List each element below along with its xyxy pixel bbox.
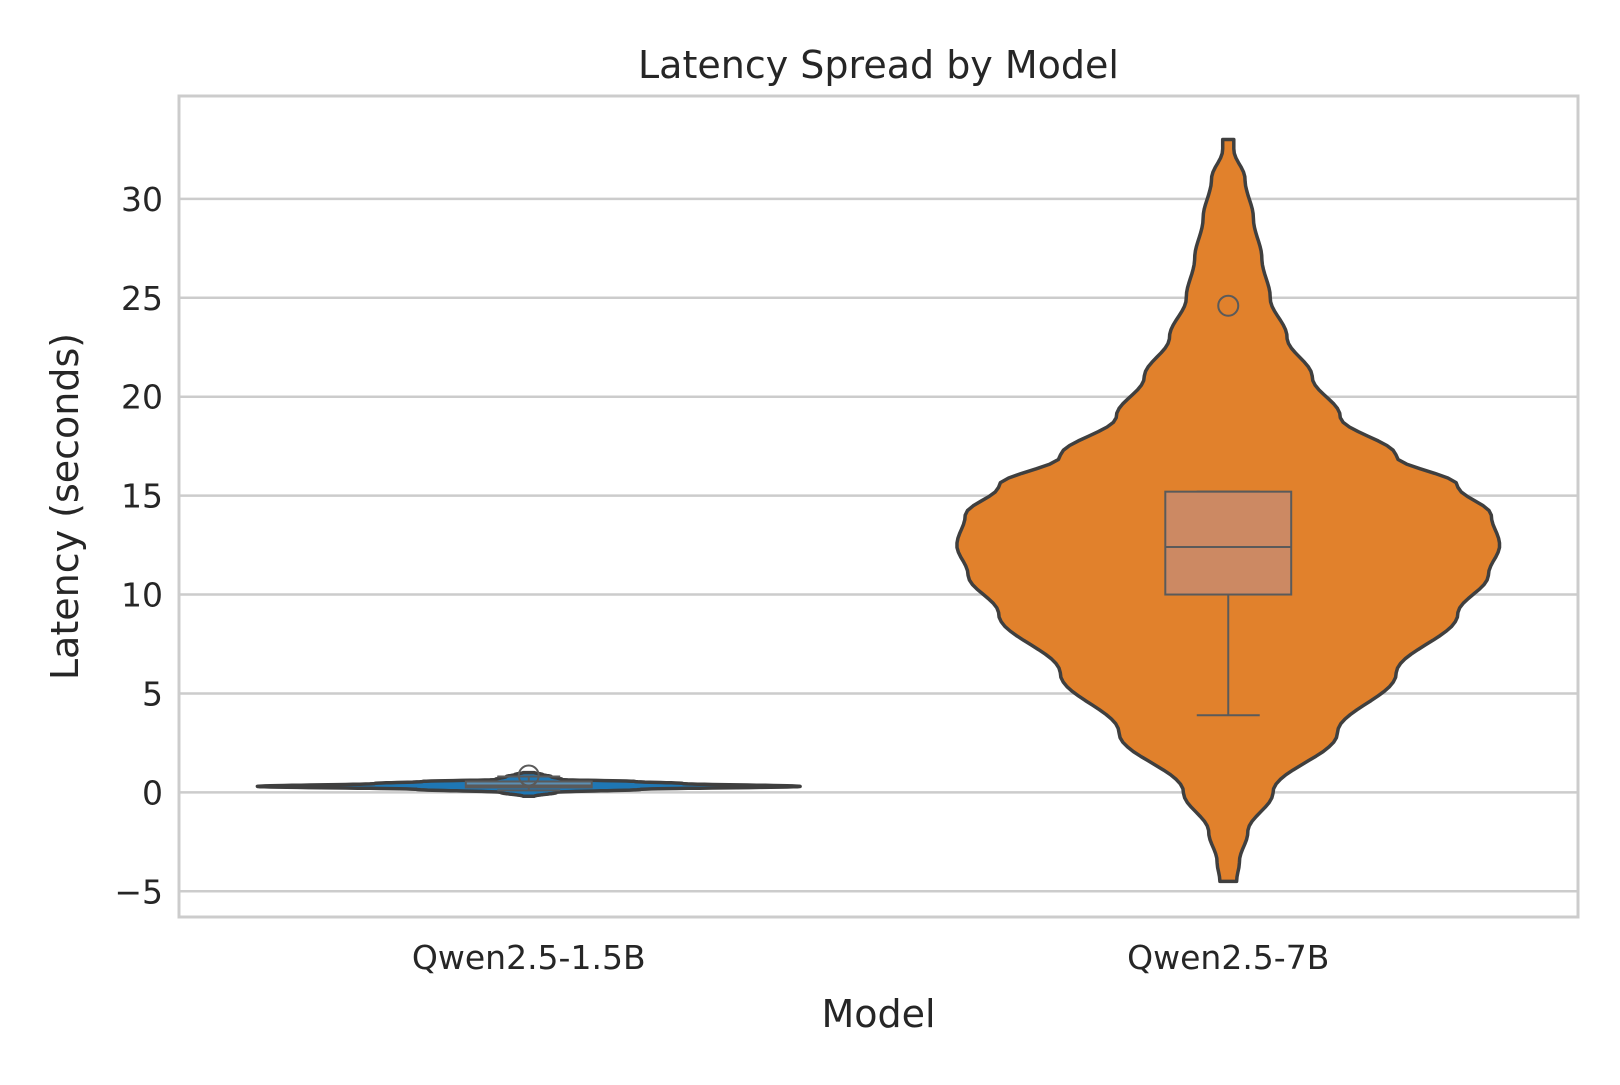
x-tick-label: Qwen2.5-7B	[1127, 938, 1329, 977]
x-tick-labels: Qwen2.5-1.5B Qwen2.5-7B	[412, 938, 1329, 977]
y-tick-label: 0	[142, 773, 163, 812]
x-tick-label: Qwen2.5-1.5B	[412, 938, 646, 977]
y-tick-label: 10	[121, 576, 163, 615]
gridlines	[179, 197, 1578, 893]
y-tick-label: 30	[121, 180, 163, 219]
chart-title: Latency Spread by Model	[638, 43, 1119, 87]
outlier-point	[1217, 294, 1240, 317]
y-tick-label: 5	[142, 674, 163, 713]
y-tick-label: −5	[114, 872, 163, 911]
plot-frame	[177, 94, 1580, 919]
y-axis-label: Latency (seconds)	[43, 333, 87, 680]
box-iqr	[1164, 490, 1293, 596]
outlier-point	[517, 764, 540, 787]
y-tick-label: 15	[121, 477, 163, 516]
y-tick-label: 20	[121, 378, 163, 417]
boxplots	[464, 294, 1293, 792]
violins	[255, 137, 1502, 884]
x-axis-label: Model	[821, 992, 935, 1036]
y-tick-labels: −5 0 5 10 15 20 25 30	[114, 180, 163, 911]
y-tick-label: 25	[121, 279, 163, 318]
